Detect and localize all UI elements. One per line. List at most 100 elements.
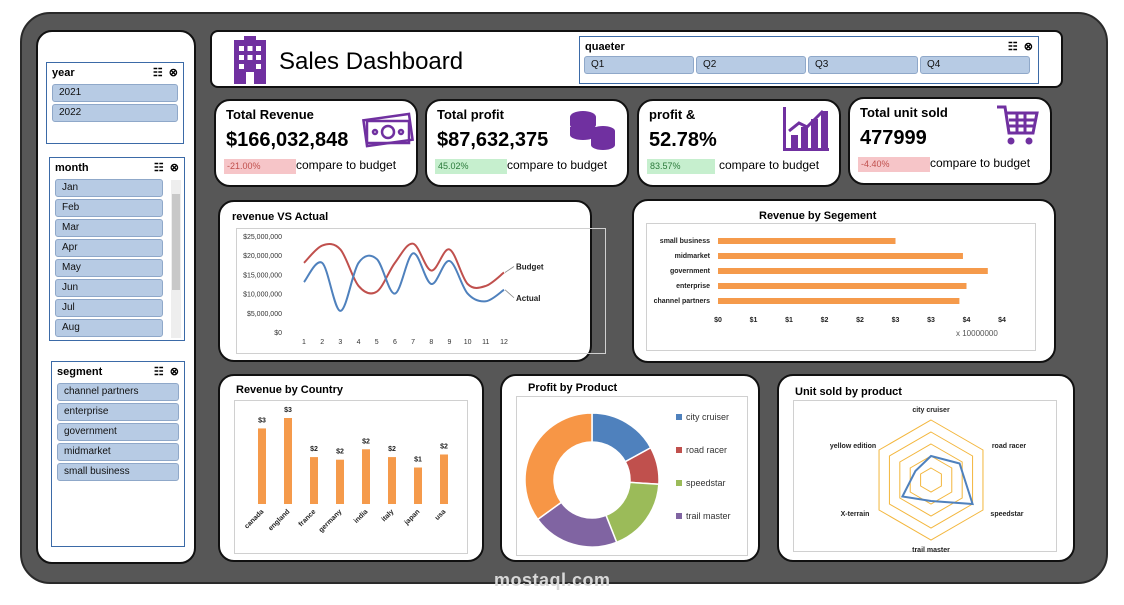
- segment-bar: [718, 238, 896, 244]
- month-item[interactable]: Feb: [55, 199, 163, 217]
- x-tick-label: $2: [856, 317, 864, 324]
- x-tick-label: 6: [393, 339, 397, 346]
- country-bar: [258, 428, 266, 504]
- quarter-item[interactable]: Q3: [808, 56, 918, 74]
- x-tick-label: 11: [482, 339, 489, 346]
- month-item[interactable]: May: [55, 259, 163, 277]
- radar-axis-label: road racer: [992, 443, 1027, 450]
- unit-label: x 10000000: [956, 329, 998, 338]
- clear-filter-icon[interactable]: ⊗: [1023, 41, 1033, 53]
- month-item[interactable]: Jan: [55, 179, 163, 197]
- clear-filter-icon[interactable]: ⊗: [169, 162, 179, 174]
- year-slicer: year ☷ ⊗ 2021 2022: [46, 62, 184, 144]
- month-item[interactable]: Mar: [55, 219, 163, 237]
- segment-item[interactable]: channel partners: [57, 383, 179, 401]
- watermark: mostaql.com: [494, 570, 611, 590]
- kpi-card-profit: Total profit $87,632,375 45.02% compare …: [425, 99, 629, 187]
- legend-label: city cruiser: [686, 412, 729, 422]
- radar-axis-label: speedstar: [990, 511, 1023, 518]
- chart-title: revenue VS Actual: [232, 211, 329, 223]
- country-bar: [336, 459, 344, 504]
- x-tick-label: 12: [500, 339, 508, 346]
- segment-bar: [718, 253, 963, 259]
- radar-grid-ring: [888, 431, 974, 529]
- multi-select-icon[interactable]: ☷: [153, 162, 164, 174]
- x-tick-label: $1: [750, 317, 758, 324]
- y-tick-label: $0: [274, 330, 282, 337]
- quarter-item[interactable]: Q4: [920, 56, 1030, 74]
- segment-item[interactable]: government: [57, 423, 179, 441]
- month-item[interactable]: Aug: [55, 319, 163, 337]
- profit-by-product-card: Profit by Product city cruiser road racer…: [500, 374, 760, 562]
- kpi-variance: -4.40%: [858, 157, 930, 172]
- series-line-budget: [303, 242, 505, 295]
- radar-series: [900, 454, 974, 506]
- category-label: england: [267, 508, 291, 532]
- category-label: midmarket: [675, 253, 711, 260]
- legend-swatch: [676, 447, 682, 453]
- legend-swatch: [676, 414, 682, 420]
- legend-label: speedstar: [686, 478, 726, 488]
- kpi-card-revenue: Total Revenue $166,032,848 -21.00% compa…: [214, 99, 418, 187]
- segment-item[interactable]: enterprise: [57, 403, 179, 421]
- segment-item[interactable]: small business: [57, 463, 179, 481]
- country-bar-chart: $3 canada $3 england $2 france $2 germany $2 indi…: [243, 407, 448, 534]
- month-item[interactable]: Apr: [55, 239, 163, 257]
- quarter-item[interactable]: Q1: [584, 56, 694, 74]
- donut-slice: [524, 412, 593, 521]
- scroll-thumb[interactable]: [172, 194, 180, 290]
- y-tick-label: $20,000,000: [243, 253, 282, 260]
- month-item[interactable]: Jun: [55, 279, 163, 297]
- legend-swatch: [676, 480, 682, 486]
- multi-select-icon[interactable]: ☷: [153, 366, 164, 378]
- radar-axis-label: X-terrain: [841, 511, 870, 518]
- kpi-title: Total Revenue: [226, 107, 314, 122]
- segment-item[interactable]: midmarket: [57, 443, 179, 461]
- segment-bar: [718, 268, 988, 274]
- year-slicer-title: year: [52, 66, 75, 79]
- radar-axis-label: city cruiser: [912, 407, 950, 414]
- year-item[interactable]: 2022: [52, 104, 178, 122]
- year-item[interactable]: 2021: [52, 84, 178, 102]
- kpi-value: $166,032,848: [226, 129, 349, 151]
- category-label: usa: [434, 508, 448, 522]
- kpi-value: 477999: [860, 127, 927, 149]
- data-label: $2: [440, 443, 448, 450]
- data-label: $2: [336, 449, 344, 456]
- product-donut-chart: city cruiser road racer speedstar trail mas…: [524, 412, 731, 548]
- multi-select-icon[interactable]: ☷: [152, 67, 163, 79]
- country-bar: [284, 418, 292, 504]
- category-label: italy: [381, 508, 396, 523]
- x-tick-label: $3: [927, 317, 935, 324]
- clear-filter-icon[interactable]: ⊗: [168, 67, 178, 79]
- chart-title: Revenue by Country: [236, 384, 343, 396]
- x-tick-label: 5: [375, 339, 379, 346]
- kpi-card-margin: profit & 52.78% 83.57% compare to budget: [637, 99, 841, 187]
- radar-axis-label: yellow edition: [830, 443, 876, 450]
- kpi-card-units: Total unit sold 477999 -4.40% compare to…: [848, 97, 1052, 185]
- quarter-item[interactable]: Q2: [696, 56, 806, 74]
- donut-slice: [605, 481, 660, 544]
- category-label: india: [353, 508, 370, 525]
- multi-select-icon[interactable]: ☷: [1007, 41, 1018, 53]
- kpi-variance: 45.02%: [435, 159, 507, 174]
- data-label: $2: [388, 446, 396, 453]
- x-tick-label: 10: [464, 339, 472, 346]
- x-tick-label: 9: [448, 339, 452, 346]
- kpi-compare-label: compare to budget: [507, 158, 608, 172]
- month-item[interactable]: Jul: [55, 299, 163, 317]
- month-scrollbar[interactable]: [171, 180, 181, 338]
- country-bar: [310, 457, 318, 504]
- radar-grid-ring: [909, 455, 953, 505]
- clear-filter-icon[interactable]: ⊗: [169, 366, 179, 378]
- data-label: $3: [258, 417, 266, 424]
- kpi-value: 52.78%: [649, 129, 717, 151]
- legend-swatch: [676, 513, 682, 519]
- legend-label: road racer: [686, 445, 727, 455]
- revenue-by-country-card: Revenue by Country $3 canada $3 england $2 fr…: [218, 374, 484, 562]
- month-slicer-title: month: [55, 161, 89, 174]
- revenue-by-segment-card: Revenue by Segement small business midmar…: [632, 199, 1056, 363]
- kpi-value: $87,632,375: [437, 129, 549, 151]
- x-tick-label: 2: [320, 339, 324, 346]
- chart-plot-border: [236, 228, 606, 354]
